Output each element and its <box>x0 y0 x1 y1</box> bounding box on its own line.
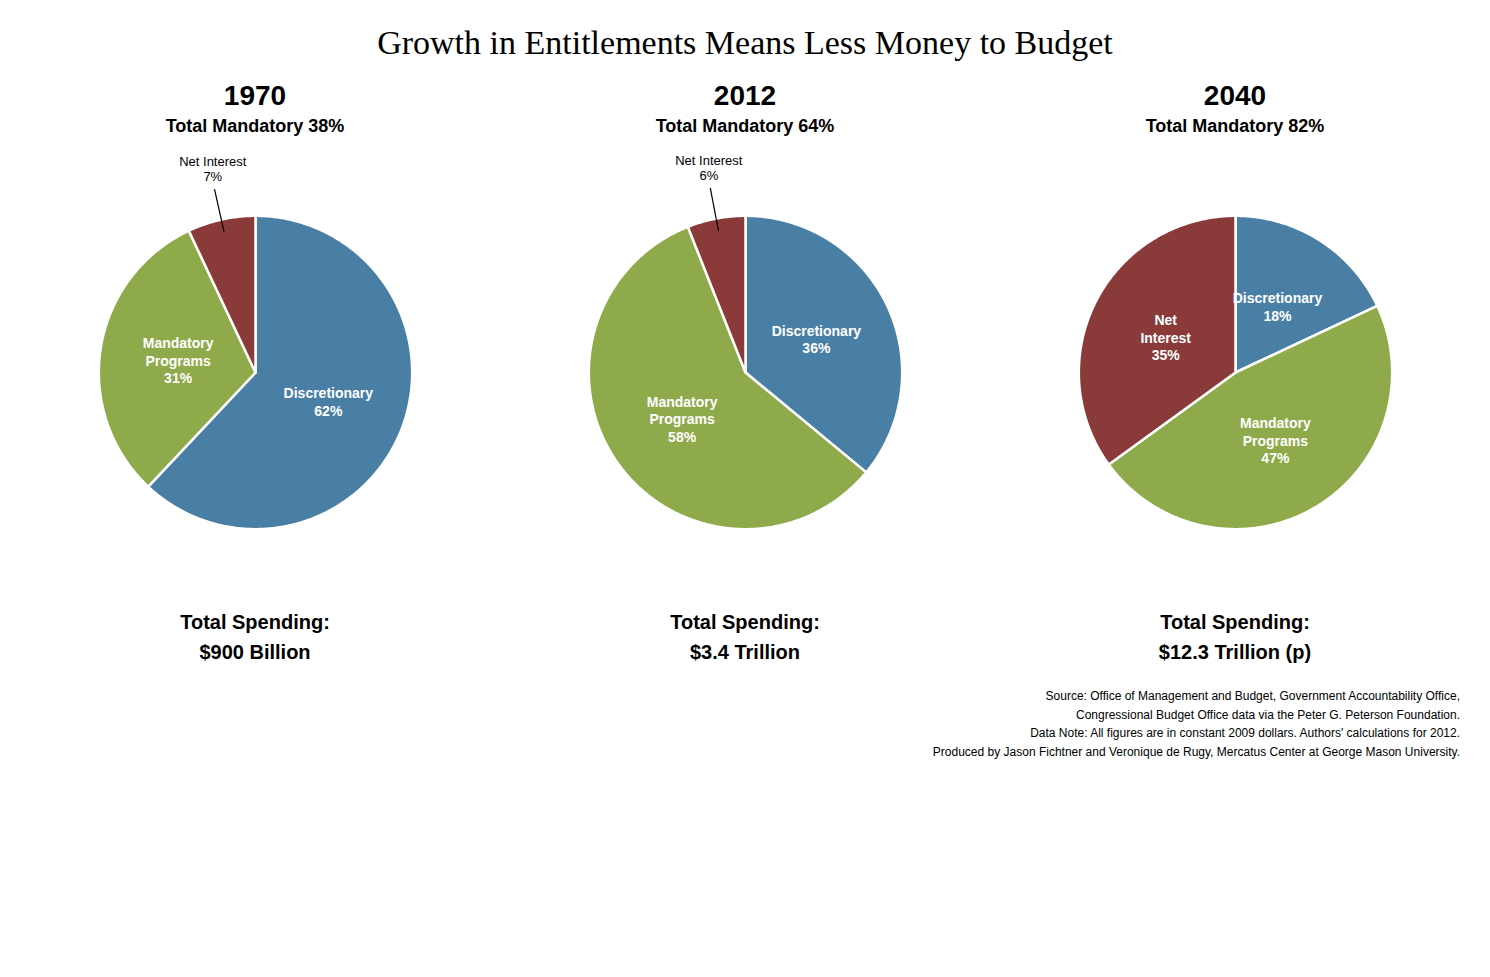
html-text:$900 Billion: $900 Billion <box>199 641 311 663</box>
html-text:$3.4 Trillion: $3.4 Trillion <box>690 641 800 663</box>
html-text:$12.3 Trillion (p): $12.3 Trillion (p) <box>1158 641 1312 663</box>
html-text:Total Spending:: Total Spending: <box>180 611 330 633</box>
html-text:Total Mandatory 82%: Total Mandatory 82% <box>1145 116 1325 136</box>
html-text:1970: 1970 <box>223 80 287 111</box>
html-text:Total Mandatory 38%: Total Mandatory 38% <box>165 116 345 136</box>
svg-text:Net Interest7%: Net Interest7% <box>179 154 247 185</box>
svg-text:Discretionary36%: Discretionary36% <box>772 323 862 357</box>
svg-text:Discretionary62%: Discretionary62% <box>284 385 374 419</box>
html-text:2040: 2040 <box>1203 80 1267 111</box>
svg-text:NetInterest35%: NetInterest35% <box>1140 312 1191 363</box>
html-text:2012: 2012 <box>713 80 777 111</box>
svg-text:Discretionary18%: Discretionary18% <box>1233 290 1323 324</box>
svg-text:MandatoryPrograms58%: MandatoryPrograms58% <box>647 394 718 445</box>
html-text:Growth in Entitlements Means L: Growth in Entitlements Means Less Money … <box>377 24 1113 61</box>
svg-text:MandatoryPrograms47%: MandatoryPrograms47% <box>1240 415 1311 466</box>
html-text:Total Mandatory 64%: Total Mandatory 64% <box>655 116 835 136</box>
html-text:Total Spending:: Total Spending: <box>1160 611 1310 633</box>
html-text:Source: Office of Management a: Source: Office of Management and Budget,… <box>932 689 1460 759</box>
html-text:Total Spending:: Total Spending: <box>670 611 820 633</box>
svg-text:MandatoryPrograms31%: MandatoryPrograms31% <box>143 335 214 386</box>
svg-text:Net Interest6%: Net Interest6% <box>675 153 743 184</box>
